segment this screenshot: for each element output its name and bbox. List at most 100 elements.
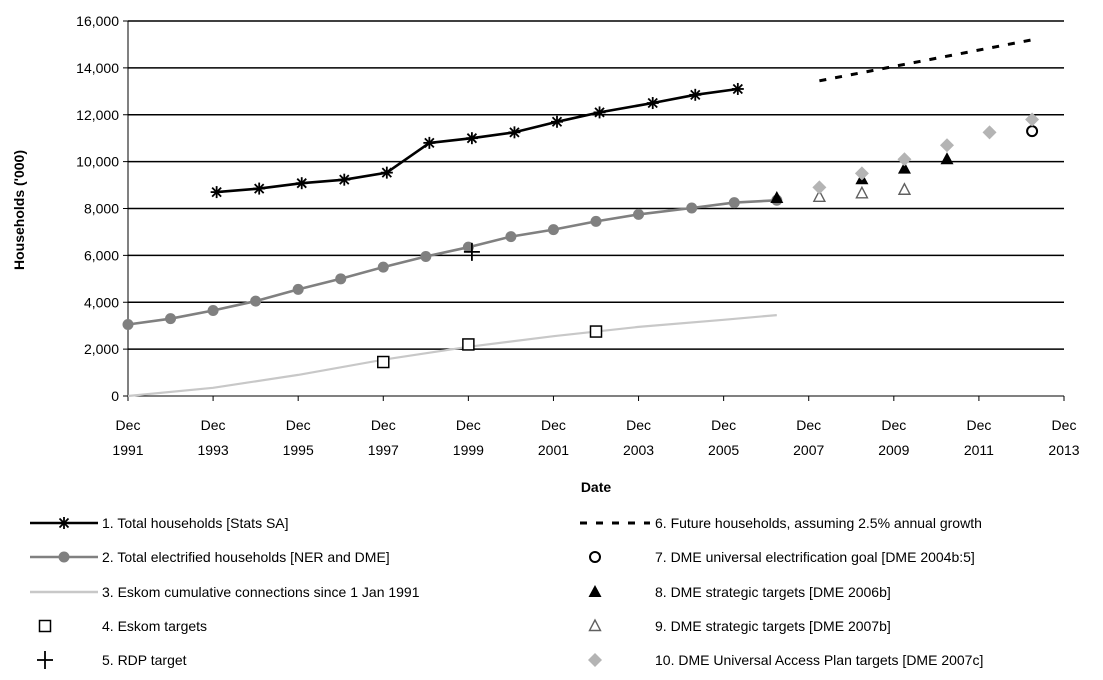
legend-label: 10. DME Universal Access Plan targets [D…: [655, 652, 983, 668]
data-point: [1026, 125, 1039, 138]
data-point: [338, 173, 351, 186]
y-tick-label: 12,000: [76, 107, 119, 123]
data-point: [292, 283, 304, 295]
series-1: [210, 82, 744, 199]
legend-item-10: 10. DME Universal Access Plan targets [D…: [588, 652, 983, 668]
legend-label: 9. DME strategic targets [DME 2007b]: [655, 618, 891, 634]
legend-label: 2. Total electrified households [NER and…: [102, 549, 390, 565]
x-tick-label: Dec: [626, 417, 651, 433]
data-point: [633, 208, 645, 220]
x-tick-label: 1993: [198, 442, 229, 458]
legend-item-1: 1. Total households [Stats SA]: [30, 515, 289, 531]
legend-marker: [588, 585, 602, 597]
y-tick-label: 14,000: [76, 60, 119, 76]
data-point: [462, 338, 475, 351]
data-point: [250, 295, 262, 307]
x-tick-label: Dec: [286, 417, 311, 433]
data-point: [253, 182, 266, 195]
gridlines: [128, 20, 1064, 350]
data-point: [897, 161, 911, 174]
data-point: [1025, 112, 1040, 127]
data-point: [646, 97, 659, 110]
data-point: [940, 152, 954, 165]
data-point: [897, 182, 912, 195]
legend: 1. Total households [Stats SA] 2. Total e…: [30, 515, 983, 669]
data-point: [210, 186, 223, 199]
legend-label: 3. Eskom cumulative connections since 1 …: [102, 584, 420, 600]
x-tick-label: Dec: [371, 417, 396, 433]
series-layer: [122, 38, 1040, 398]
legend-label: 7. DME universal electrification goal [D…: [655, 549, 975, 565]
data-point: [547, 224, 559, 236]
data-point: [689, 88, 702, 101]
data-point: [380, 166, 393, 179]
y-tick-label: 6,000: [84, 247, 119, 263]
x-tick-label: 2009: [878, 442, 909, 458]
series-8: [770, 152, 954, 203]
data-point: [295, 177, 308, 190]
data-point: [593, 106, 606, 119]
series-7: [1026, 125, 1039, 138]
x-tick-label: 1999: [453, 442, 484, 458]
y-tick-label: 2,000: [84, 341, 119, 357]
series-6: [819, 38, 1033, 83]
axes: [123, 20, 1065, 401]
legend-label: 1. Total households [Stats SA]: [102, 515, 289, 531]
data-point: [377, 261, 389, 273]
series-5: [463, 242, 480, 261]
x-tick-label: Dec: [796, 417, 821, 433]
data-point: [508, 126, 521, 139]
legend-marker: [588, 618, 602, 632]
x-tick-label: 2001: [538, 442, 569, 458]
x-tick-label: 1997: [368, 442, 399, 458]
legend-item-6: 6. Future households, assuming 2.5% annu…: [580, 515, 982, 531]
series-2-line: [127, 199, 777, 326]
data-point: [897, 152, 912, 167]
series-9: [812, 182, 912, 202]
x-tick-label: Dec: [201, 417, 226, 433]
x-tick-label: Dec: [711, 417, 736, 433]
data-point: [812, 189, 827, 202]
y-tick-label: 10,000: [76, 154, 119, 170]
data-point: [812, 180, 827, 195]
data-point: [377, 355, 390, 369]
legend-marker: [37, 651, 53, 669]
x-axis-label: Date: [581, 479, 612, 495]
series-10: [812, 112, 1040, 195]
data-point: [551, 115, 563, 128]
x-tick-label: 1995: [283, 442, 314, 458]
y-axis-label: Households ('000): [11, 150, 27, 270]
data-point: [686, 202, 698, 214]
data-point: [590, 215, 602, 227]
series-6-line: [819, 38, 1033, 83]
y-tick-label: 8,000: [84, 201, 119, 217]
data-point: [770, 190, 784, 203]
legend-label: 8. DME strategic targets [DME 2006b]: [655, 584, 891, 600]
legend-item-5: 5. RDP target: [37, 651, 187, 669]
legend-marker: [58, 517, 70, 529]
data-point: [423, 136, 436, 149]
data-point: [165, 313, 177, 325]
x-tick-label: Dec: [456, 417, 481, 433]
x-tick-label: 2003: [623, 442, 654, 458]
x-tick-label: 2005: [708, 442, 739, 458]
data-point: [728, 197, 740, 209]
x-tick-label: Dec: [116, 417, 141, 433]
legend-marker: [58, 551, 70, 563]
legend-item-4: 4. Eskom targets: [38, 618, 207, 634]
legend-label: 6. Future households, assuming 2.5% annu…: [655, 515, 982, 531]
x-tick-label: Dec: [1052, 417, 1077, 433]
legend-marker: [589, 551, 601, 563]
series-2: [122, 194, 783, 331]
data-point: [982, 125, 997, 140]
x-tick-label: Dec: [881, 417, 906, 433]
data-point: [589, 325, 603, 338]
data-point: [335, 273, 347, 285]
legend-item-9: 9. DME strategic targets [DME 2007b]: [588, 618, 891, 634]
x-tick-labels: Dec 1991 Dec 1993 Dec 1995 Dec 1997 Dec 1999 Dec 20…: [112, 417, 1079, 458]
legend-item-8: 8. DME strategic targets [DME 2006b]: [588, 584, 891, 600]
legend-marker: [38, 619, 52, 633]
x-tick-label: 2013: [1048, 442, 1079, 458]
legend-item-3: 3. Eskom cumulative connections since 1 …: [30, 584, 420, 600]
